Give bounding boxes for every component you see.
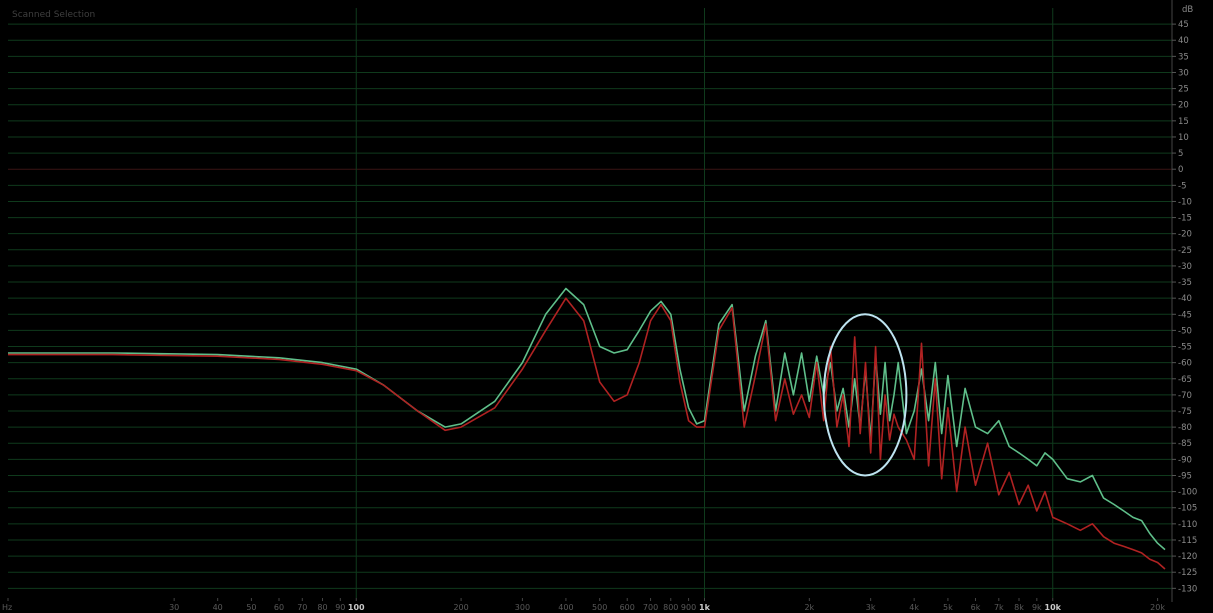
x-tick-label: 600 xyxy=(620,603,635,612)
y-tick-label: -35 xyxy=(1178,278,1192,288)
y-tick-label: -105 xyxy=(1178,504,1197,514)
x-tick-label: 60 xyxy=(274,603,284,612)
x-axis: Hz 30 40 50 60 70 80 90 100 200 300 400 500 600 700 800… xyxy=(2,598,1165,612)
x-tick-label: 500 xyxy=(592,603,607,612)
x-tick-label: 7k xyxy=(994,603,1004,612)
y-tick-label: -115 xyxy=(1178,536,1197,546)
x-tick-label: 50 xyxy=(246,603,256,612)
y-tick-label: -30 xyxy=(1178,262,1192,272)
y-tick-label: -100 xyxy=(1178,488,1197,498)
y-unit-label: dB xyxy=(1182,5,1193,15)
y-tick-label: -50 xyxy=(1178,326,1192,336)
x-tick-label: 900 xyxy=(681,603,696,612)
x-tick-label: 400 xyxy=(558,603,573,612)
y-tick-label: -80 xyxy=(1178,423,1192,433)
x-tick-label: 200 xyxy=(453,603,468,612)
annotations xyxy=(822,313,908,477)
y-tick-label: -10 xyxy=(1178,197,1192,207)
x-tick-label: 6k xyxy=(971,603,981,612)
y-tick-label: 20 xyxy=(1178,101,1189,111)
y-tick-label: -15 xyxy=(1178,214,1192,224)
y-tick-label: -40 xyxy=(1178,294,1192,304)
y-tick-label: -90 xyxy=(1178,455,1192,465)
y-tick-label: -60 xyxy=(1178,359,1192,369)
x-tick-label: 800 xyxy=(663,603,678,612)
x-tick-label: Hz xyxy=(2,603,12,612)
y-tick-label: 0 xyxy=(1178,165,1183,175)
y-tick-label: 40 xyxy=(1178,36,1189,46)
series-line-2 xyxy=(8,297,1166,570)
x-tick-label: 40 xyxy=(213,603,223,612)
y-tick-label: -75 xyxy=(1178,407,1192,417)
x-tick-label: 3k xyxy=(866,603,876,612)
x-tick-label: 5k xyxy=(943,603,953,612)
y-tick-label: -95 xyxy=(1178,471,1192,481)
series-lines xyxy=(8,287,1166,570)
x-tick-label: 2k xyxy=(804,603,814,612)
y-tick-label: 30 xyxy=(1178,68,1189,78)
y-tick-label: -55 xyxy=(1178,343,1192,353)
highlight-ellipse xyxy=(822,313,908,477)
x-tick-label: 8k xyxy=(1014,603,1024,612)
y-tick-label: -120 xyxy=(1178,552,1197,562)
y-tick-label: -70 xyxy=(1178,391,1192,401)
y-tick-label: -85 xyxy=(1178,439,1192,449)
y-tick-label: -110 xyxy=(1178,520,1197,530)
grid xyxy=(8,0,1173,602)
y-tick-label: -130 xyxy=(1178,584,1197,594)
y-tick-label: 10 xyxy=(1178,133,1189,143)
y-tick-label: 35 xyxy=(1178,52,1189,62)
x-tick-label: 30 xyxy=(169,603,179,612)
x-tick-label: 700 xyxy=(643,603,658,612)
x-tick-label: 100 xyxy=(348,603,365,612)
x-tick-label: 300 xyxy=(515,603,530,612)
x-tick-label: 80 xyxy=(317,603,327,612)
y-tick-label: -5 xyxy=(1178,181,1186,191)
panel-title: Scanned Selection xyxy=(12,10,96,20)
y-tick-label: -125 xyxy=(1178,568,1197,578)
x-tick-label: 9k xyxy=(1032,603,1042,612)
y-tick-label: -45 xyxy=(1178,310,1192,320)
y-tick-label: -25 xyxy=(1178,246,1192,256)
x-tick-label: 70 xyxy=(297,603,307,612)
y-tick-label: 25 xyxy=(1178,85,1189,95)
series-line-1 xyxy=(8,287,1166,551)
y-tick-label: 15 xyxy=(1178,117,1189,127)
y-tick-label: 45 xyxy=(1178,20,1189,30)
y-tick-label: 5 xyxy=(1178,149,1183,159)
x-tick-label: 4k xyxy=(909,603,919,612)
x-tick-label: 20k xyxy=(1150,603,1165,612)
x-tick-label: 10k xyxy=(1045,603,1062,612)
y-tick-label: -65 xyxy=(1178,375,1192,385)
y-tick-label: -20 xyxy=(1178,230,1192,240)
x-tick-label: 90 xyxy=(335,603,345,612)
x-tick-label: 1k xyxy=(699,603,711,612)
y-axis: dB 45 40 35 30 25 20 15 10 5 0 -5 -10 -15 -20 -25 -30 -35… xyxy=(1172,5,1197,594)
